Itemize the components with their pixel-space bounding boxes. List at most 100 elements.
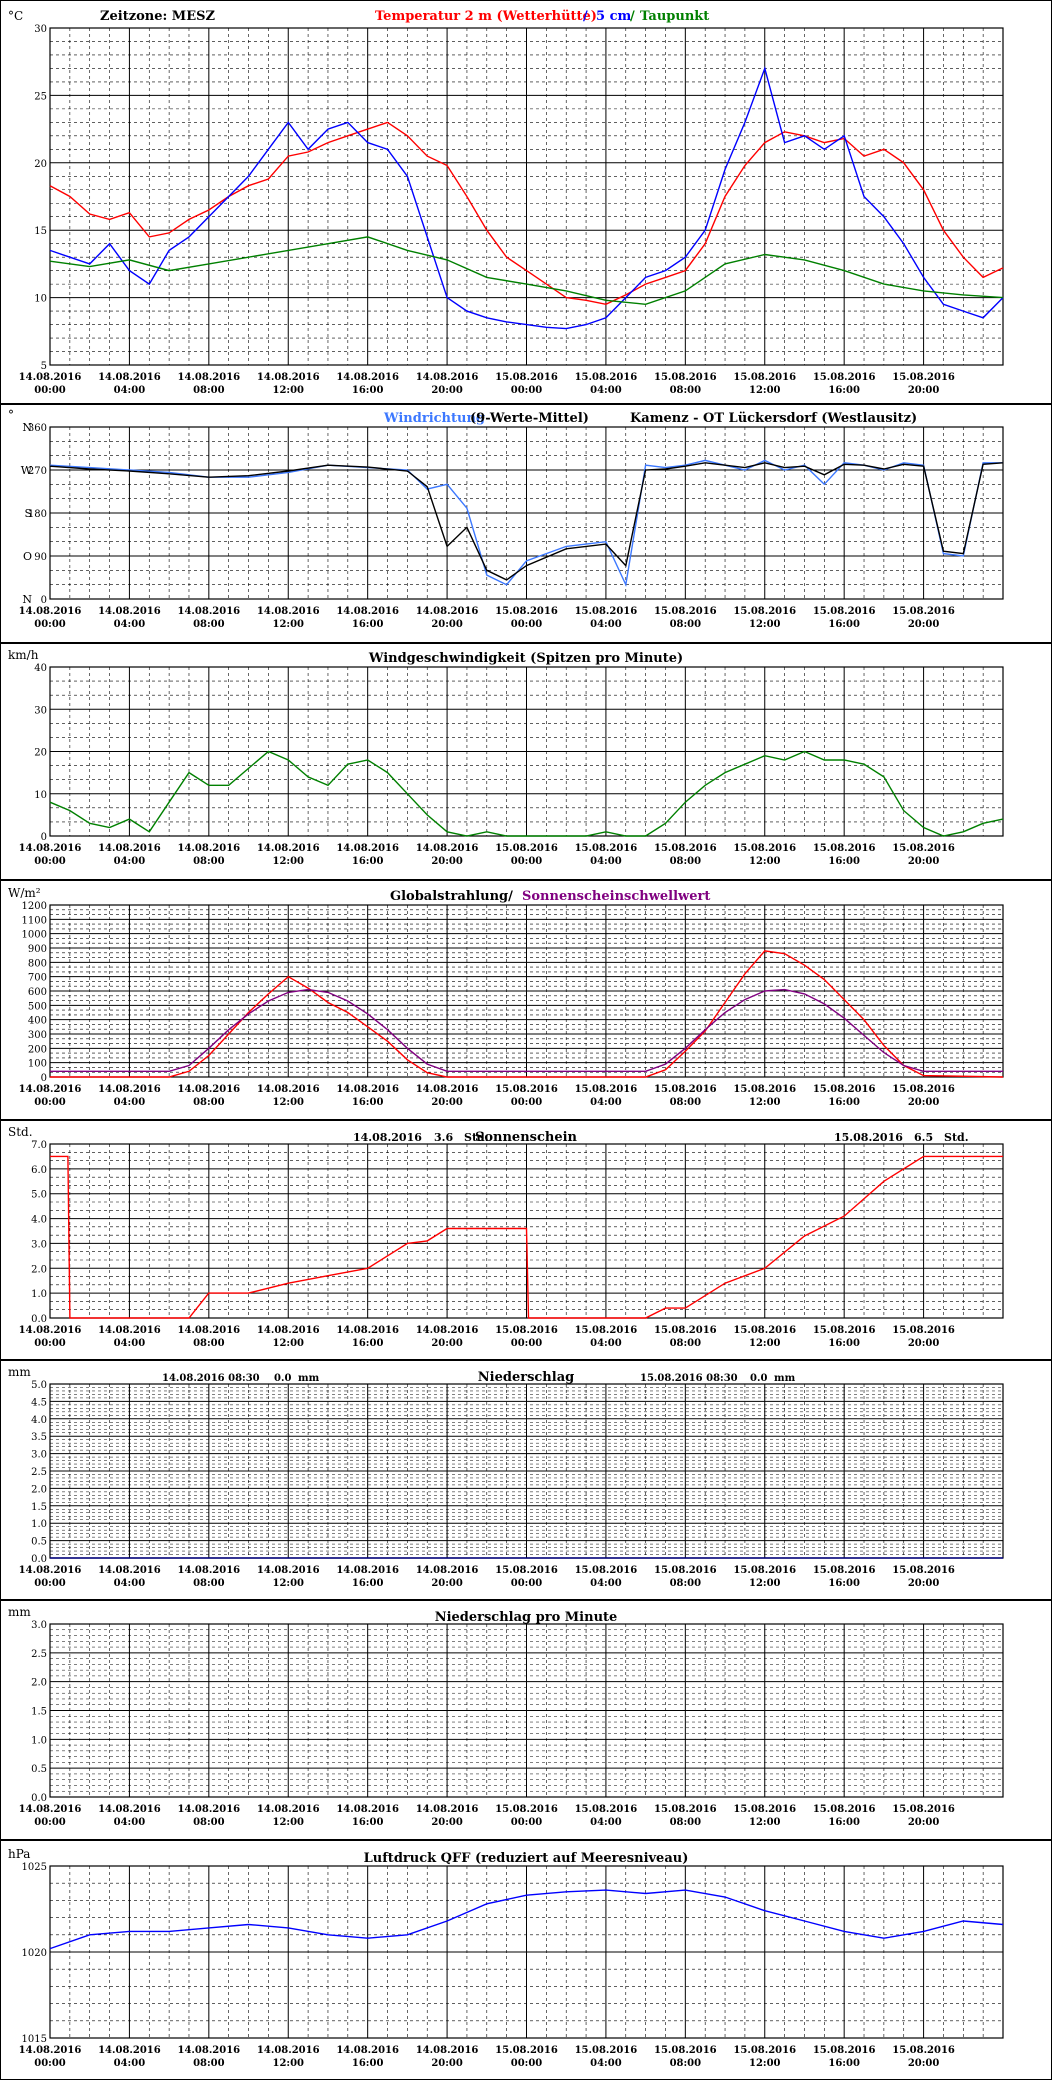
compass-label: O — [23, 550, 32, 563]
x-tick-time: 04:00 — [114, 619, 146, 630]
temperature-unit-label: °C — [8, 9, 23, 23]
compass-label: N — [22, 593, 32, 606]
temperature-series-line — [49, 121, 1004, 306]
x-tick-time: 04:00 — [114, 856, 146, 867]
x-tick-time: 08:00 — [670, 2058, 702, 2069]
title-wind-direction: Windrichtung — [383, 411, 485, 426]
x-tick-date: 15.08.2016 — [654, 372, 717, 383]
x-tick-date: 15.08.2016 — [733, 1565, 796, 1576]
sunshine-y-tick-label: 0.0 — [31, 1314, 47, 1325]
x-tick-date: 14.08.2016 — [257, 843, 320, 854]
x-tick-date: 14.08.2016 — [416, 2045, 479, 2056]
sunshine-total-value: 6.5 — [914, 1131, 933, 1144]
x-tick-time: 12:00 — [749, 385, 781, 396]
sunshine-unit-label: Std. — [8, 1125, 33, 1139]
x-tick-time: 08:00 — [670, 1338, 702, 1349]
x-tick-date: 15.08.2016 — [575, 606, 638, 617]
x-tick-time: 20:00 — [908, 1097, 940, 1108]
x-tick-time: 00:00 — [34, 1097, 66, 1108]
sunshine-y-tick-label: 5.0 — [31, 1190, 47, 1201]
x-tick-time: 16:00 — [828, 1578, 860, 1589]
x-tick-time: 20:00 — [908, 619, 940, 630]
precipitation-y-tick-label: 2.5 — [31, 1467, 47, 1478]
x-tick-date: 14.08.2016 — [178, 606, 241, 617]
x-tick-date: 15.08.2016 — [654, 2045, 717, 2056]
temperature-y-tick-label: 30 — [34, 24, 47, 35]
precip-total-date: 15.08.2016 08:30 — [640, 1373, 738, 1384]
x-tick-date: 14.08.2016 — [19, 1565, 82, 1576]
x-tick-time: 04:00 — [590, 1097, 622, 1108]
x-tick-date: 15.08.2016 — [654, 1804, 717, 1815]
compass-label: N — [22, 421, 32, 434]
temperature-series-line — [49, 236, 1004, 306]
x-tick-time: 00:00 — [34, 1338, 66, 1349]
wind_speed-y-tick-label: 10 — [34, 790, 47, 801]
x-tick-time: 12:00 — [749, 1097, 781, 1108]
x-tick-time: 20:00 — [431, 385, 463, 396]
x-tick-time: 20:00 — [431, 856, 463, 867]
x-tick-time: 20:00 — [431, 1338, 463, 1349]
x-tick-time: 04:00 — [590, 1817, 622, 1828]
sunshine-y-tick-label: 3.0 — [31, 1239, 47, 1250]
x-tick-date: 14.08.2016 — [416, 372, 479, 383]
x-tick-time: 08:00 — [670, 856, 702, 867]
title-temp2m: Temperatur 2 m (Wetterhütte) — [375, 9, 597, 24]
x-tick-date: 15.08.2016 — [813, 1084, 876, 1095]
x-tick-time: 16:00 — [828, 619, 860, 630]
x-tick-time: 12:00 — [272, 619, 304, 630]
radiation-y-tick-label: 800 — [28, 958, 47, 969]
x-tick-date: 14.08.2016 — [98, 1565, 161, 1576]
pressure-y-tick-label: 1020 — [22, 1948, 47, 1959]
sunshine-y-tick-label: 6.0 — [31, 1165, 47, 1176]
x-tick-date: 14.08.2016 — [257, 1325, 320, 1336]
x-tick-time: 04:00 — [590, 1338, 622, 1349]
wind_direction-y-tick-label: 270 — [28, 466, 47, 477]
precipitation-y-tick-label: 3.0 — [31, 1450, 47, 1461]
x-tick-time: 00:00 — [511, 385, 543, 396]
wind_direction-unit-label: ° — [8, 408, 14, 422]
x-tick-date: 15.08.2016 — [495, 606, 558, 617]
x-tick-time: 16:00 — [352, 619, 384, 630]
x-tick-date: 15.08.2016 — [654, 1084, 717, 1095]
pressure-y-tick-label: 1015 — [22, 2034, 47, 2045]
x-tick-date: 14.08.2016 — [416, 843, 479, 854]
sunshine-y-tick-label: 4.0 — [31, 1215, 47, 1226]
x-tick-time: 20:00 — [908, 1578, 940, 1589]
x-tick-time: 16:00 — [828, 1097, 860, 1108]
x-tick-date: 15.08.2016 — [495, 843, 558, 854]
x-tick-time: 12:00 — [749, 619, 781, 630]
x-tick-date: 14.08.2016 — [19, 1325, 82, 1336]
x-tick-time: 20:00 — [908, 1338, 940, 1349]
radiation-y-tick-label: 200 — [28, 1044, 47, 1055]
x-tick-date: 14.08.2016 — [178, 1084, 241, 1095]
precip-total-unit: mm — [774, 1373, 796, 1384]
x-tick-date: 15.08.2016 — [654, 843, 717, 854]
x-tick-date: 14.08.2016 — [98, 1325, 161, 1336]
x-tick-time: 04:00 — [590, 2058, 622, 2069]
x-tick-time: 04:00 — [590, 856, 622, 867]
x-tick-time: 08:00 — [193, 1578, 225, 1589]
x-tick-time: 12:00 — [272, 2058, 304, 2069]
x-tick-time: 00:00 — [511, 1578, 543, 1589]
x-tick-time: 12:00 — [272, 1097, 304, 1108]
title-wind-mean: (9-Werte-Mittel) — [470, 411, 589, 426]
x-tick-time: 00:00 — [511, 619, 543, 630]
timezone-label: Zeitzone: MESZ — [100, 9, 215, 24]
pressure-plot-area — [49, 1865, 1004, 2039]
x-tick-time: 00:00 — [34, 1817, 66, 1828]
wind_speed-series-line — [49, 750, 1004, 837]
wind_speed-y-tick-label: 30 — [34, 705, 47, 716]
precip-total-value: 0.0 — [750, 1373, 767, 1384]
temperature-series-line — [49, 66, 1004, 330]
x-tick-time: 00:00 — [34, 856, 66, 867]
x-tick-date: 15.08.2016 — [813, 372, 876, 383]
x-tick-date: 14.08.2016 — [98, 843, 161, 854]
x-tick-time: 20:00 — [431, 1817, 463, 1828]
x-tick-date: 14.08.2016 — [19, 2045, 82, 2056]
wind_direction-y-tick-label: 90 — [34, 552, 47, 563]
x-tick-time: 12:00 — [272, 385, 304, 396]
wind_direction-plot-area — [49, 426, 1004, 600]
sunshine-y-tick-label: 1.0 — [31, 1289, 47, 1300]
x-tick-time: 20:00 — [908, 2058, 940, 2069]
x-tick-date: 14.08.2016 — [336, 606, 399, 617]
